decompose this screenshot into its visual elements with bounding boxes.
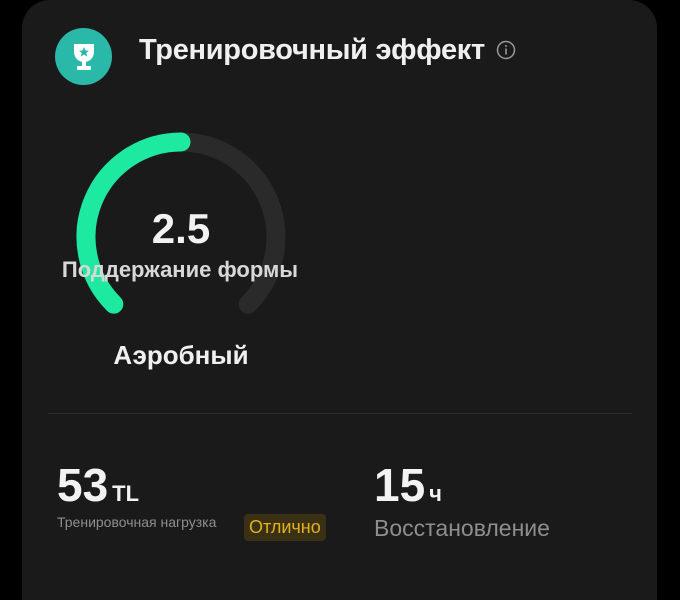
status-badge: Отлично — [244, 514, 326, 541]
recovery-label: Восстановление — [374, 515, 550, 541]
info-icon[interactable] — [496, 40, 516, 60]
gauge-type: Аэробный — [113, 340, 249, 370]
training-load-unit: TL — [112, 481, 140, 506]
training-effect-gauge — [76, 132, 286, 314]
recovery-unit: ч — [429, 481, 442, 506]
card-title: Тренировочный эффект — [139, 34, 485, 66]
gauge-value: 2.5 — [151, 205, 211, 252]
trophy-icon — [55, 28, 112, 85]
training-load-value: 53 TL — [57, 459, 140, 511]
recovery-value: 15 ч — [374, 459, 442, 511]
gauge-fill — [76, 132, 191, 314]
gauge-label: Поддержание формы — [61, 257, 299, 282]
divider — [48, 413, 632, 414]
training-load-label: Тренировочная нагрузка — [57, 514, 217, 530]
training-effect-card — [22, 0, 657, 600]
